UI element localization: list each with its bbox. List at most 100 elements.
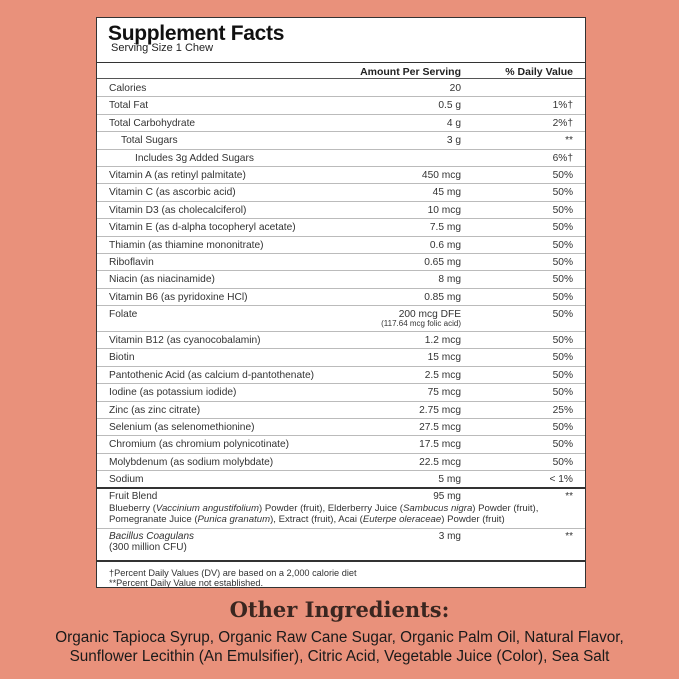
nutrient-name: Vitamin E (as d-alpha tocopheryl acetate… — [109, 222, 296, 234]
footnotes: †Percent Daily Values (DV) are based on … — [97, 562, 585, 588]
nutrient-amount: 0.6 mg — [430, 240, 461, 251]
nutrient-name: Pantothenic Acid (as calcium d-pantothen… — [109, 369, 315, 381]
amount-value: 200 mcg DFE — [398, 309, 461, 321]
nutrient-amount: 7.5 mg — [430, 222, 461, 233]
nutrient-dv: 50% — [552, 352, 573, 364]
nutrient-name: Chromium (as chromium polynicotinate) — [109, 439, 290, 451]
footnote: **Percent Daily Value not established. — [109, 577, 264, 588]
fruit-blend-description: Blueberry (Vaccinium angustifolium) Powd… — [109, 503, 569, 525]
nutrient-row: Thiamin (as thiamine mononitrate) 0.6 mg 5… — [97, 237, 585, 254]
fruit-blend-row: Fruit Blend 95 mg ** Blueberry (Vacciniu… — [97, 489, 585, 529]
nutrient-name: Total Sugars — [121, 135, 178, 147]
nutrient-amount: 5 mg — [438, 474, 461, 485]
nutrient-rows: Calories 20 Total Fat 0.5 g 1%† Total Carbohy… — [97, 80, 585, 588]
nutrient-amount: 22.5 mcg — [419, 457, 461, 468]
amount-value: 17.5 mcg — [419, 439, 461, 451]
serving-size: Serving Size 1 Chew — [111, 42, 214, 54]
other-ingredients-list: Organic Tapioca Syrup, Organic Raw Cane … — [0, 628, 679, 666]
nutrient-amount: 15 mcg — [428, 352, 461, 363]
nutrient-name: Iodine (as potassium iodide) — [109, 387, 237, 399]
nutrient-dv: 1%† — [552, 100, 573, 112]
nutrient-name: Vitamin D3 (as cholecalciferol) — [109, 204, 247, 216]
amount-value: 1.2 mcg — [424, 335, 461, 347]
amount-value: 450 mcg — [421, 169, 461, 181]
nutrient-dv: 50% — [552, 274, 573, 286]
nutrient-dv: ** — [565, 530, 573, 542]
description-part: Blueberry ( — [109, 502, 156, 514]
nutrient-dv: 50% — [552, 239, 573, 251]
nutrient-row: Vitamin B12 (as cyanocobalamin) 1.2 mcg 50… — [97, 332, 585, 350]
nutrient-row: Vitamin A (as retinyl palmitate) 450 mcg 5… — [97, 167, 585, 185]
nutrient-amount: 95 mg — [433, 490, 461, 502]
amount-sub: (117.64 mcg folic acid) — [381, 319, 461, 329]
nutrient-amount: 20 — [450, 83, 461, 94]
nutrient-name: Niacin (as niacinamide) — [109, 274, 215, 286]
nutrient-name: Total Fat — [109, 100, 149, 112]
description-part: ), Extract (fruit), Acai ( — [270, 513, 363, 525]
amount-value: 7.5 mg — [429, 222, 461, 234]
description-part: Euterpe oleraceae — [362, 513, 442, 525]
nutrient-name: Zinc (as zinc citrate) — [109, 404, 201, 416]
nutrient-amount: 0.85 mg — [424, 292, 461, 303]
nutrient-row: Total Fat 0.5 g 1%† — [97, 97, 585, 115]
nutrient-amount: 10 mcg — [428, 205, 461, 216]
nutrient-name: Bacillus Coagulans — [109, 530, 195, 542]
nutrient-row: Folate 200 mcg DFE (117.64 mcg folic acid)… — [97, 306, 585, 333]
nutrient-dv: 50% — [552, 369, 573, 381]
nutrient-name: Vitamin A (as retinyl palmitate) — [109, 169, 246, 181]
nutrient-name: Biotin — [109, 352, 135, 364]
nutrient-name: Sodium — [109, 474, 144, 486]
nutrient-amount: 3 mg — [438, 530, 461, 542]
panel-title: Supplement Facts — [108, 22, 285, 45]
nutrient-amount: 2.75 mcg — [419, 405, 461, 416]
amount-value: 15 mcg — [427, 352, 461, 364]
footnote: †Percent Daily Values (DV) are based on … — [109, 567, 357, 578]
amount-value: 0.5 g — [438, 100, 461, 112]
nutrient-row: Vitamin B6 (as pyridoxine HCl) 0.85 mg 50% — [97, 289, 585, 307]
nutrient-dv: 50% — [552, 222, 573, 234]
nutrient-row: Includes 3g Added Sugars 6%† — [97, 150, 585, 167]
nutrient-dv: 6%† — [552, 152, 573, 164]
nutrient-amount: 450 mcg — [422, 170, 461, 181]
amount-value: 0.6 mg — [429, 239, 461, 251]
description-part: Vaccinium angustifolium — [155, 502, 260, 514]
nutrient-dv: 2%† — [552, 117, 573, 129]
nutrient-name: Folate — [109, 309, 138, 321]
description-part: Sambucus nigra — [402, 502, 473, 514]
nutrient-amount: 8 mg — [438, 274, 461, 285]
nutrient-amount: 1.2 mcg — [425, 335, 461, 346]
nutrient-dv: 25% — [552, 404, 573, 416]
nutrient-name: Selenium (as selenomethionine) — [109, 422, 255, 434]
nutrient-amount: 45 mg — [433, 187, 461, 198]
amount-value: 2.5 mcg — [424, 369, 461, 381]
nutrient-dv: 50% — [552, 309, 573, 321]
nutrient-row: Sodium 5 mg < 1% — [97, 471, 585, 489]
ingredients-line: Sunflower Lecithin (An Emulsifier), Citr… — [69, 648, 610, 665]
amount-value: 3 g — [446, 135, 461, 147]
nutrient-dv: ** — [565, 490, 573, 502]
description-part: ) Powder (fruit) — [441, 513, 505, 525]
nutrient-amount: 17.5 mcg — [419, 439, 461, 450]
nutrient-name: Includes 3g Added Sugars — [135, 152, 254, 164]
nutrient-row: Vitamin C (as ascorbic acid) 45 mg 50% — [97, 184, 585, 202]
amount-value: 22.5 mcg — [419, 456, 461, 468]
nutrient-row: Total Sugars 3 g ** — [97, 132, 585, 150]
nutrient-name: Riboflavin — [109, 256, 154, 268]
nutrient-name: Vitamin B6 (as pyridoxine HCl) — [109, 291, 248, 303]
amount-value: 10 mcg — [427, 204, 461, 216]
nutrient-row: Biotin 15 mcg 50% — [97, 349, 585, 367]
nutrient-dv: 50% — [552, 439, 573, 451]
nutrient-name: Total Carbohydrate — [109, 117, 196, 129]
nutrient-row: Molybdenum (as sodium molybdate) 22.5 mcg… — [97, 454, 585, 472]
description-part: ) Powder (fruit), Elderberry Juice ( — [259, 502, 403, 514]
nutrient-name: Thiamin (as thiamine mononitrate) — [109, 239, 264, 251]
nutrient-dv: 50% — [552, 422, 573, 434]
amount-value: 5 mg — [438, 474, 461, 486]
bacillus-row: Bacillus Coagulans (300 million CFU) 3 mg… — [97, 529, 585, 562]
nutrient-row: Selenium (as selenomethionine) 27.5 mcg 50… — [97, 419, 585, 437]
nutrient-amount: 200 mcg DFE (117.64 mcg folic acid) — [381, 309, 461, 328]
nutrient-name: Vitamin B12 (as cyanocobalamin) — [109, 335, 261, 347]
description-part: ) Powder (fruit), Pomegranate Juice ( — [109, 502, 539, 525]
nutrient-dv: 50% — [552, 204, 573, 216]
nutrient-sub: (300 million CFU) — [109, 541, 187, 553]
